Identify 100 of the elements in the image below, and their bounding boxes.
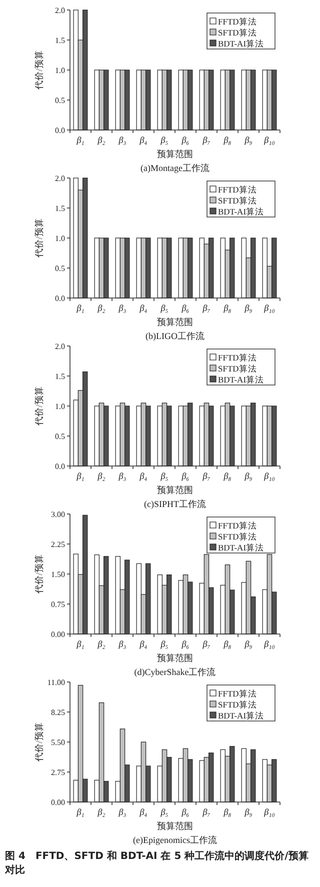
legend-label: SFTD算法	[218, 28, 257, 38]
text: (d)CyberShake工作流	[134, 667, 216, 677]
bar	[136, 238, 142, 298]
x-tick-label: β₂	[96, 807, 106, 817]
bar	[241, 238, 246, 298]
x-tick-label: β₉	[244, 135, 252, 145]
legend-label: BDT-AI算法	[218, 542, 264, 552]
y-tick-label: 0.0	[55, 462, 65, 471]
y-tick-label: 2.0	[55, 174, 65, 183]
x-tick-label: β₂	[96, 471, 106, 481]
bar	[115, 238, 120, 298]
x-tick-label: β₁	[76, 135, 84, 145]
y-tick-label: 0.5	[55, 432, 65, 441]
text: (c)SIPHT工作流	[144, 499, 206, 509]
y-tick-label: 2.25	[51, 540, 65, 549]
x-tick-label: β₃	[118, 303, 126, 313]
text: (b)LIGO工作流	[146, 331, 204, 341]
y-tick-label: 2.0	[55, 342, 65, 351]
x-tick-label: β₇	[202, 471, 210, 481]
x-tick-label: β₂	[96, 639, 106, 649]
x-tick-label: β₅	[160, 807, 168, 817]
y-tick-label: 0.0	[55, 126, 65, 135]
text: (e)Epigenomics工作流	[133, 835, 217, 845]
legend-label: SFTD算法	[218, 364, 257, 374]
x-tick-label: β₄	[138, 639, 148, 649]
x-tick-label: β₇	[202, 639, 210, 649]
x-tick-label: β₇	[202, 135, 210, 145]
legend-label: FFTD算法	[218, 16, 257, 26]
x-axis-title: 预算范围	[157, 149, 193, 159]
bar	[115, 556, 120, 634]
legend-label: BDT-AI算法	[218, 38, 264, 48]
bar	[73, 10, 78, 130]
bar	[157, 574, 162, 634]
bar	[178, 406, 184, 466]
legend-label: FFTD算法	[218, 688, 257, 698]
text: (a)Montage工作流	[140, 163, 210, 173]
x-tick-label: β₄	[138, 471, 148, 481]
x-tick-label: β₂	[96, 303, 106, 313]
x-tick-label: β₃	[118, 639, 126, 649]
x-tick-label: β₉	[244, 807, 252, 817]
x-tick-label: β₁₀	[263, 807, 275, 817]
x-tick-label: β₈	[222, 135, 232, 145]
legend-label: BDT-AI算法	[218, 710, 264, 720]
x-tick-label: β₄	[138, 303, 148, 313]
y-tick-label: 3.00	[51, 510, 65, 519]
x-tick-label: β₁₀	[263, 303, 275, 313]
bar	[136, 70, 142, 130]
x-tick-label: β₂	[96, 135, 106, 145]
x-tick-label: β₃	[118, 807, 126, 817]
x-tick-label: β₅	[160, 471, 168, 481]
bar	[220, 238, 226, 298]
legend-label: SFTD算法	[218, 700, 257, 710]
x-tick-label: β₈	[222, 303, 232, 313]
legend-label: FFTD算法	[218, 352, 257, 362]
bar	[73, 178, 78, 298]
x-tick-label: β₈	[222, 471, 232, 481]
x-tick-label: β₈	[222, 807, 232, 817]
x-tick-label: β₉	[244, 303, 252, 313]
legend-label: SFTD算法	[218, 532, 257, 542]
bar	[115, 70, 120, 130]
x-tick-label: β₃	[118, 135, 126, 145]
y-tick-label: 0.75	[51, 600, 65, 609]
x-tick-label: β₁₀	[263, 135, 275, 145]
legend-label: BDT-AI算法	[218, 206, 264, 216]
x-tick-label: β₉	[244, 471, 252, 481]
y-tick-label: 0.0	[55, 294, 65, 303]
x-tick-label: β₅	[160, 303, 168, 313]
x-tick-label: β₁₀	[263, 639, 275, 649]
y-tick-label: 1.50	[51, 570, 65, 579]
x-tick-label: β₅	[160, 135, 168, 145]
x-axis-title: 预算范围	[157, 317, 193, 327]
x-tick-label: β₁	[76, 471, 84, 481]
bar	[199, 70, 204, 130]
x-tick-label: β₇	[202, 807, 210, 817]
bar	[241, 70, 246, 130]
y-tick-label: 11.00	[47, 678, 65, 687]
caption: 图 4 FFTD、SFTD 和 BDT-AI 在 5 种工作流中的调度代价/预算对比	[5, 850, 310, 878]
x-tick-label: β₉	[244, 639, 252, 649]
bar	[262, 70, 268, 130]
x-tick-label: β₈	[222, 639, 232, 649]
x-axis-title: 预算范围	[157, 821, 193, 831]
bar	[241, 748, 246, 802]
bar	[178, 238, 184, 298]
y-tick-label: 0.5	[55, 264, 65, 273]
bar	[94, 70, 100, 130]
y-tick-label: 1.0	[55, 66, 65, 75]
y-axis-title: 代价/预算	[34, 50, 44, 90]
y-tick-label: 1.5	[55, 204, 65, 213]
bar	[136, 563, 142, 634]
x-tick-label: β₅	[160, 639, 168, 649]
y-tick-label: 0.5	[55, 96, 65, 105]
y-axis-title: 代价/预算	[34, 386, 44, 426]
y-tick-label: 1.5	[55, 372, 65, 381]
bar	[199, 760, 204, 802]
x-tick-label: β₃	[118, 471, 126, 481]
x-tick-label: β₆	[180, 807, 190, 817]
x-tick-label: β₁₀	[263, 471, 275, 481]
bar	[262, 406, 268, 466]
legend-label: FFTD算法	[218, 184, 257, 194]
x-tick-label: β₇	[202, 303, 210, 313]
